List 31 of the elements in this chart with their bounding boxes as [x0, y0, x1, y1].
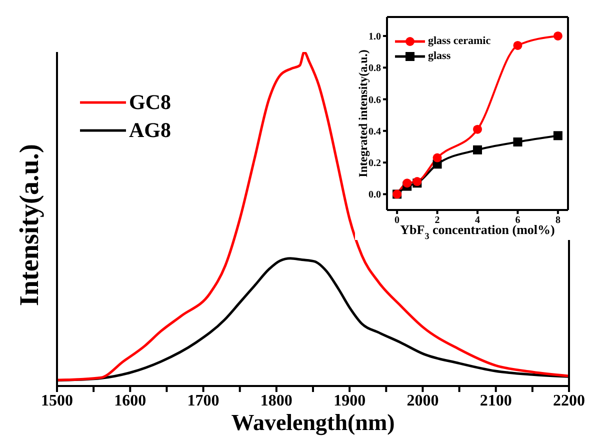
y-tick-label: 0.8	[368, 63, 381, 74]
x-tick-label: 1900	[334, 392, 366, 410]
x-tick-label: 0	[394, 215, 400, 226]
x-tick-label: 2200	[553, 392, 585, 410]
legend-label: AG8	[129, 118, 171, 144]
y-axis-title: Intensity(a.u.)	[14, 144, 44, 306]
point	[513, 40, 522, 50]
point	[553, 31, 562, 40]
legend-label: glass ceramic	[428, 35, 491, 48]
point	[402, 178, 412, 188]
x-tick-label: 2100	[480, 392, 512, 410]
point	[513, 137, 522, 146]
legend-label: glass	[428, 50, 451, 62]
y-tick-label: 0.6	[368, 94, 381, 106]
x-tick-label: 1600	[114, 392, 146, 410]
point	[473, 145, 482, 154]
point	[553, 131, 562, 140]
point	[473, 124, 482, 134]
y-tick-label: 0.4	[368, 126, 381, 138]
y-tick-label: 0.0	[368, 190, 381, 201]
x-tick-label: 8	[555, 215, 560, 226]
point	[432, 153, 442, 162]
x-tick-label: 1800	[260, 392, 292, 410]
y-tick-label: 1.0	[368, 32, 381, 43]
legend-label: GC8	[129, 90, 171, 115]
x-axis-title: Wavelength(nm)	[231, 410, 395, 436]
y-tick-label: 0.2	[368, 158, 381, 170]
y-axis-title: Integrated intensity(a.u.)	[356, 50, 370, 178]
x-tick-label: 2000	[406, 392, 439, 410]
x-tick-label: 1500	[41, 392, 73, 410]
x-tick-label: 1700	[187, 392, 220, 410]
